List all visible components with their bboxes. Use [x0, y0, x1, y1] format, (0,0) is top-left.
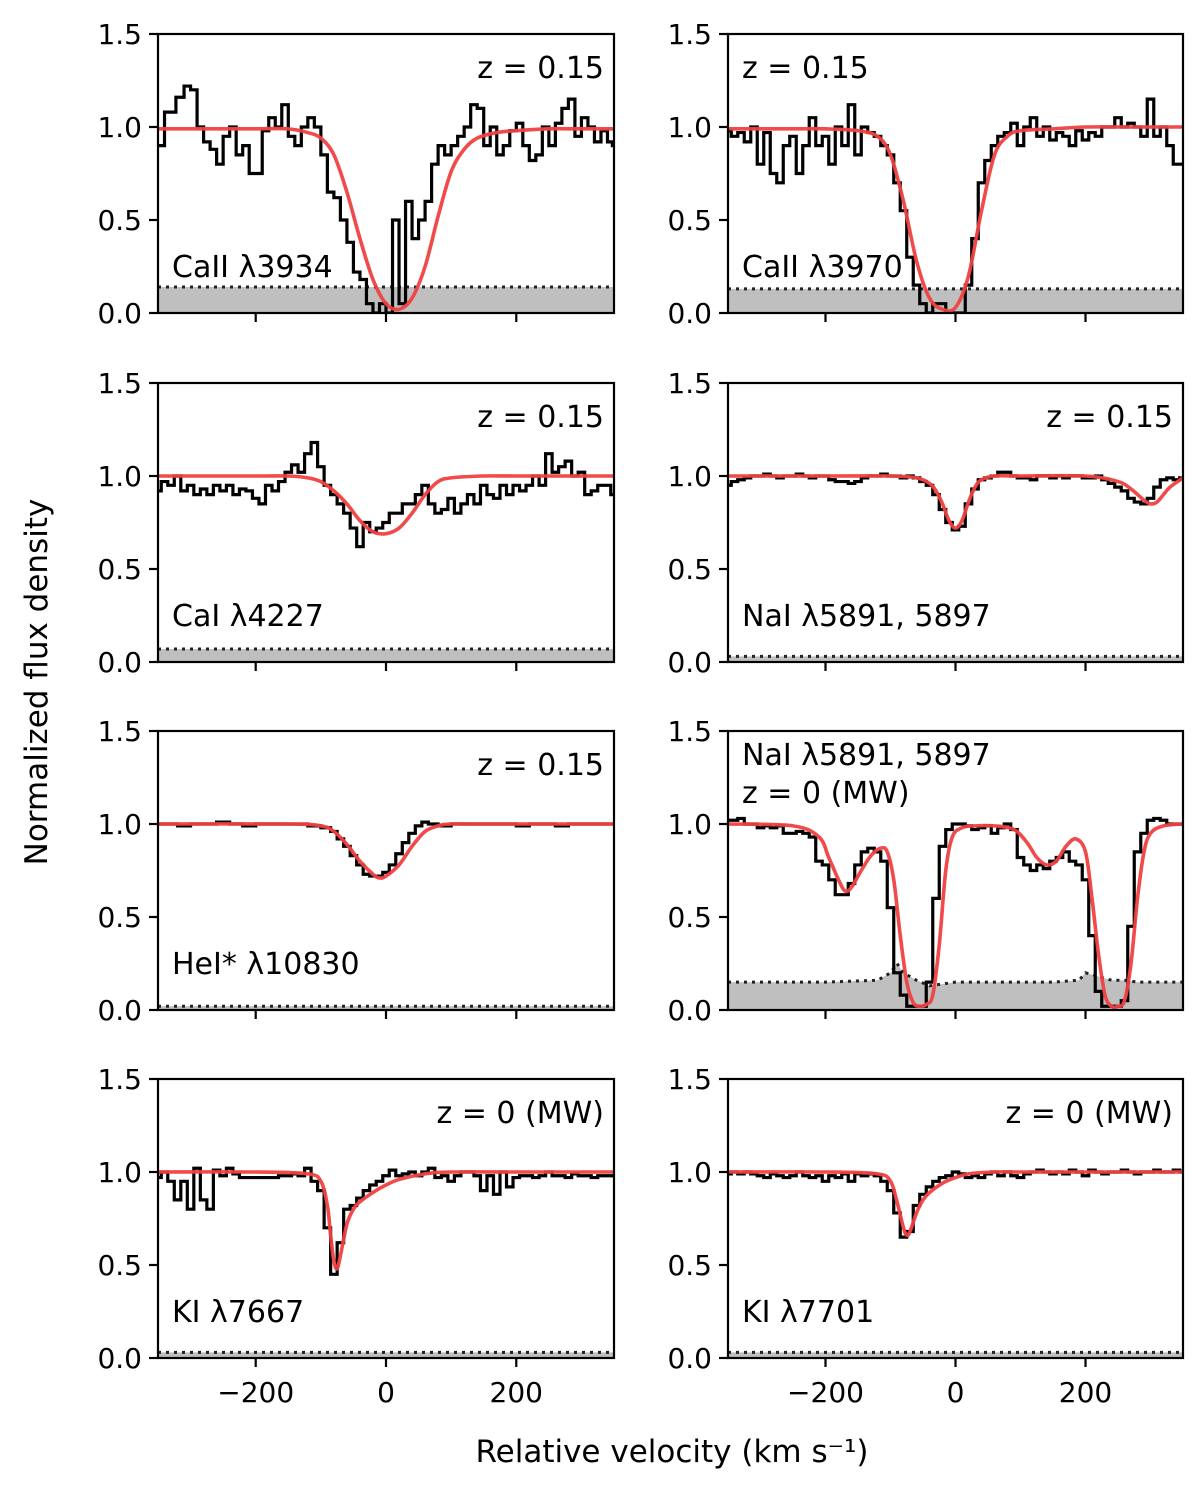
redshift-label: z = 0 (MW)	[742, 776, 910, 811]
model-fit	[158, 1170, 614, 1271]
y-tick-label: 0.5	[667, 901, 712, 934]
y-tick-label: 0.0	[667, 994, 712, 1027]
y-tick-label: 1.5	[667, 715, 712, 748]
y-tick-label: 1.0	[667, 460, 712, 493]
species-label: CaI λ4227	[172, 599, 324, 634]
y-tick-label: 0.5	[667, 1249, 712, 1282]
data-spectrum	[158, 84, 614, 313]
panel-1: 0.0 0.5 1.0 1.5 CaII λ3934 z = 0.15	[97, 18, 616, 330]
model-fit	[158, 126, 614, 312]
y-tick-label: 1.0	[97, 460, 142, 493]
species-label: KI λ7667	[172, 1295, 304, 1330]
y-tick-label: 0.0	[97, 646, 142, 679]
y-tick-label: 0.5	[97, 553, 142, 586]
panel-3: 0.0 0.5 1.0 1.5 CaI λ4227 z = 0.15	[97, 367, 616, 679]
y-tick-label: 1.0	[97, 1156, 142, 1189]
data-spectrum	[158, 440, 614, 549]
y-axis-label: Normalized flux density	[19, 499, 55, 866]
species-label: NaI λ5891, 5897	[742, 599, 991, 634]
x-tick-label: 200	[1059, 1376, 1112, 1409]
y-tick-label: 1.0	[97, 111, 142, 144]
redshift-label: z = 0.15	[477, 400, 604, 435]
species-label: CaII λ3934	[172, 250, 333, 285]
panel-grid: 0.0 0.5 1.0 1.5 CaII λ3934 z = 0.15 0.0 0.5 1.0 1…	[97, 18, 1185, 1409]
y-tick-label: 1.5	[97, 18, 142, 51]
y-tick-label: 0.5	[97, 1249, 142, 1282]
y-tick-label: 1.5	[97, 715, 142, 748]
model-fit	[728, 125, 1183, 313]
species-label-top: NaI λ5891, 5897	[742, 738, 991, 773]
species-label: HeI* λ10830	[172, 947, 360, 982]
panel-4: 0.0 0.5 1.0 1.5 NaI λ5891, 5897 z = 0.15	[667, 367, 1185, 679]
error-fill	[158, 286, 614, 313]
species-label: CaII λ3970	[742, 250, 903, 285]
y-tick-label: 1.5	[97, 1063, 142, 1096]
error-fill	[158, 648, 614, 662]
x-tick-label: 200	[490, 1376, 543, 1409]
model-fit	[728, 822, 1183, 1010]
x-tick-label: 0	[377, 1376, 395, 1409]
y-tick-label: 0.0	[97, 297, 142, 330]
error-fill	[728, 963, 1183, 1010]
y-tick-label: 0.0	[667, 297, 712, 330]
redshift-label: z = 0.15	[742, 51, 869, 86]
error-fill	[728, 288, 1183, 313]
redshift-label: z = 0 (MW)	[436, 1096, 604, 1131]
panel-8: 0.0 0.5 1.0 1.5 −200 0 200 KI λ7701 z = 0 (MW)	[667, 1063, 1185, 1409]
y-tick-label: 0.0	[97, 1342, 142, 1375]
redshift-label: z = 0.15	[1046, 400, 1173, 435]
y-tick-label: 0.5	[667, 204, 712, 237]
x-axis-label: Relative velocity (km s⁻¹)	[475, 1434, 868, 1470]
redshift-label: z = 0.15	[477, 51, 604, 86]
model-fit	[728, 1170, 1183, 1238]
data-spectrum	[728, 816, 1183, 1008]
y-tick-label: 1.0	[667, 1156, 712, 1189]
y-tick-label: 0.0	[667, 646, 712, 679]
model-fit	[158, 822, 614, 880]
y-tick-label: 1.0	[97, 808, 142, 841]
y-tick-label: 1.5	[667, 1063, 712, 1096]
species-label: KI λ7701	[742, 1295, 874, 1330]
redshift-label: z = 0 (MW)	[1005, 1096, 1173, 1131]
y-tick-label: 1.5	[667, 18, 712, 51]
y-tick-label: 0.5	[97, 204, 142, 237]
y-tick-label: 0.5	[97, 901, 142, 934]
data-spectrum	[728, 1168, 1183, 1239]
x-tick-label: −200	[787, 1376, 864, 1409]
model-fit	[158, 474, 614, 536]
redshift-label: z = 0.15	[477, 748, 604, 783]
panel-2: 0.0 0.5 1.0 1.5 CaII λ3970 z = 0.15	[667, 18, 1185, 330]
x-tick-label: −200	[217, 1376, 294, 1409]
x-tick-label: 0	[947, 1376, 965, 1409]
y-tick-label: 1.5	[97, 367, 142, 400]
y-tick-label: 0.0	[97, 994, 142, 1027]
y-tick-label: 1.0	[667, 111, 712, 144]
y-tick-label: 1.5	[667, 367, 712, 400]
panel-7: 0.0 0.5 1.0 1.5 −200 0 200 KI λ7667 z = 0 (MW)	[97, 1063, 616, 1409]
y-tick-label: 1.0	[667, 808, 712, 841]
model-fit	[728, 473, 1183, 530]
y-tick-label: 0.0	[667, 1342, 712, 1375]
y-tick-label: 0.5	[667, 553, 712, 586]
data-spectrum	[158, 820, 614, 878]
panel-5: 0.0 0.5 1.0 1.5 HeI* λ10830 z = 0.15	[97, 715, 616, 1027]
